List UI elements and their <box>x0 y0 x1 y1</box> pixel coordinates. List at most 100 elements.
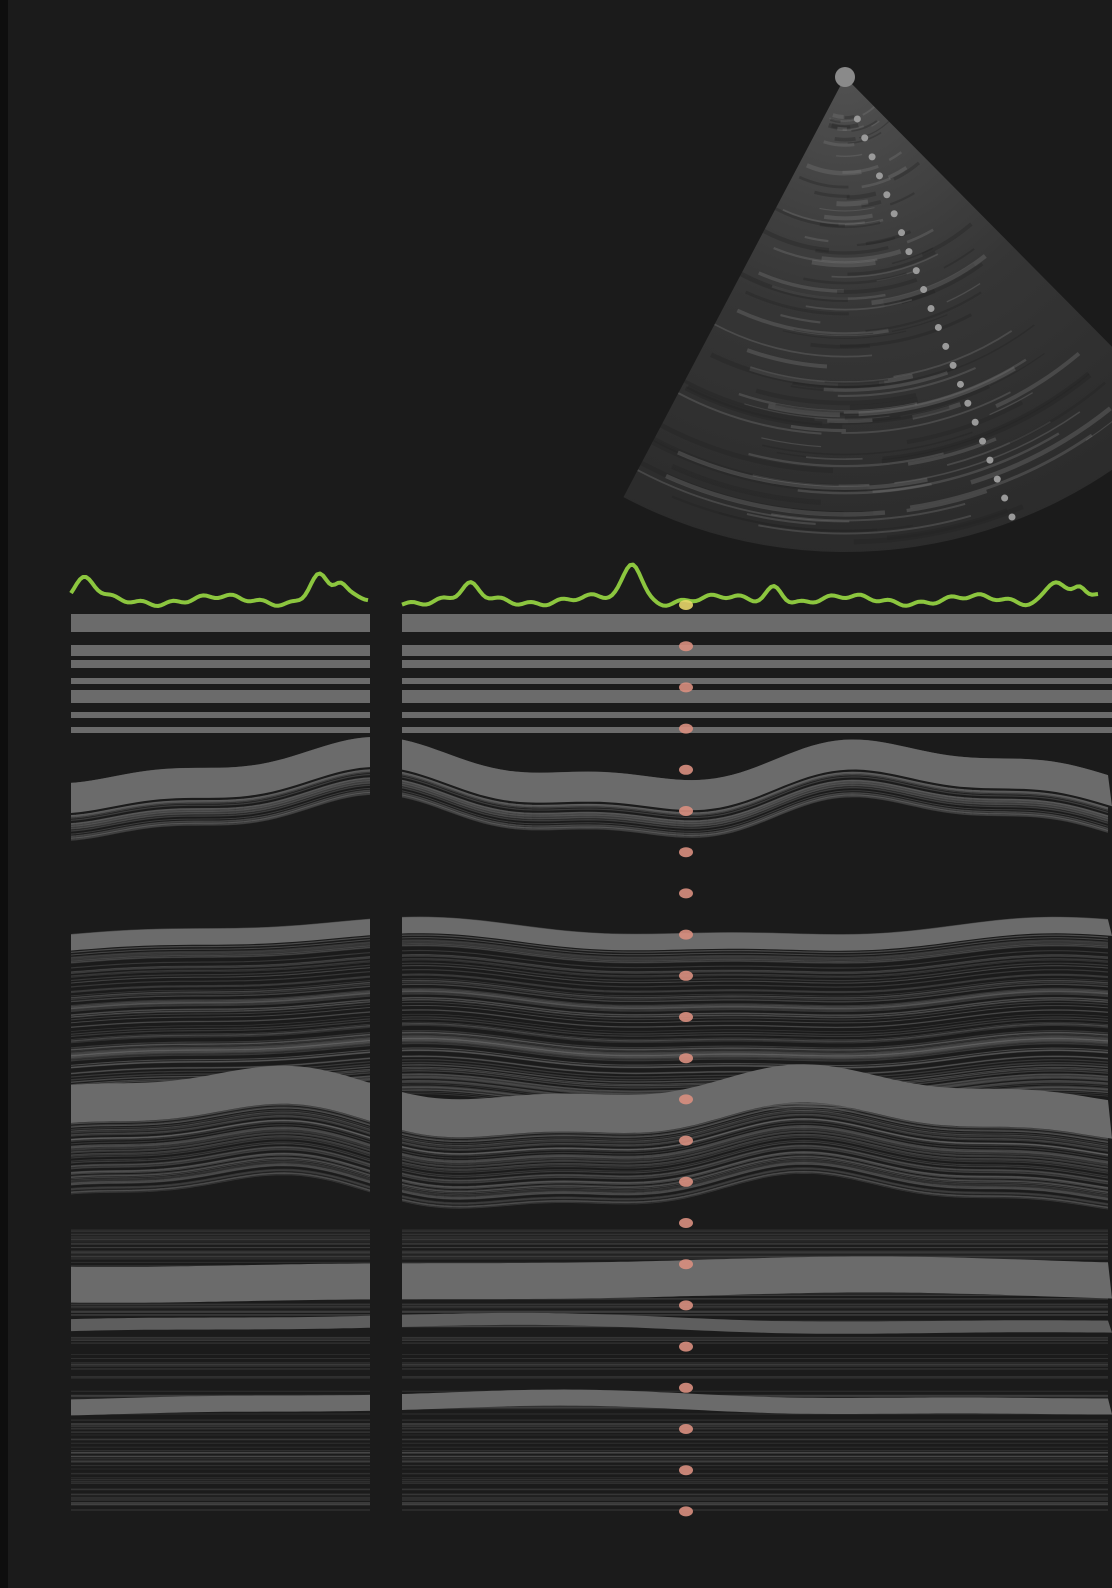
sector-texture <box>814 190 850 198</box>
tissue-line <box>71 1021 1109 1041</box>
tissue-line <box>71 769 1109 817</box>
tissue-line <box>71 954 1109 975</box>
cursor-dot <box>679 1300 693 1311</box>
ecg-line <box>401 562 1099 608</box>
tissue-line <box>71 1152 1109 1190</box>
scan-line-dot <box>883 191 891 199</box>
sector-texture <box>746 348 828 369</box>
sector-texture <box>829 118 841 124</box>
tissue-line <box>71 999 1109 1019</box>
wall-band <box>71 1256 1112 1303</box>
sector-texture <box>782 330 907 339</box>
wall-band <box>71 1312 1112 1334</box>
sector-texture <box>1009 381 1106 445</box>
sector-texture <box>790 507 874 516</box>
tissue-line <box>71 1144 1109 1182</box>
tissue-line <box>71 968 1109 989</box>
m-mode-panels <box>71 614 1112 1511</box>
sector-texture <box>882 371 1090 461</box>
tissue-line <box>71 1034 1109 1055</box>
tissue-line <box>71 780 1109 829</box>
sector-texture <box>846 191 877 200</box>
sector-texture <box>665 474 886 517</box>
tissue-line <box>71 1032 1109 1052</box>
tissue-line <box>71 1111 1109 1149</box>
scan-line-dot <box>942 342 950 350</box>
tissue-line <box>71 1018 1109 1038</box>
tissue-line <box>71 1168 1109 1206</box>
tissue-line <box>71 793 1109 841</box>
scan-line-dot <box>905 248 913 256</box>
ecg-trace <box>69 562 1099 608</box>
tissue-line <box>71 934 1109 954</box>
tissue-line <box>71 1126 1109 1164</box>
sector-texture <box>861 177 891 189</box>
tissue-line <box>71 1047 1109 1067</box>
sector-texture <box>842 164 879 174</box>
tissue-line <box>71 1160 1109 1198</box>
sector-texture <box>823 371 949 392</box>
cursor-dot <box>679 1382 693 1393</box>
sector-texture <box>906 228 934 244</box>
sector-texture <box>805 298 913 311</box>
tissue-line <box>71 1038 1109 1058</box>
tissue-line <box>71 1151 1109 1189</box>
sector-texture <box>837 381 880 388</box>
sector-texture <box>891 314 948 333</box>
sector-texture <box>823 213 873 221</box>
static-stripe <box>71 614 1112 632</box>
tissue-line <box>71 777 1109 826</box>
tissue-line <box>71 1125 1109 1162</box>
sector-texture <box>935 324 1035 377</box>
sector-fill <box>623 77 1112 552</box>
sector-texture <box>709 352 885 388</box>
sector-texture <box>859 121 890 139</box>
scan-line-dot <box>861 134 869 142</box>
static-stripe <box>71 712 1112 718</box>
tissue-line <box>71 1055 1109 1076</box>
sector-texture <box>651 440 868 493</box>
cursor-dot <box>679 1176 693 1187</box>
tissue-line <box>71 1109 1109 1147</box>
sector-texture <box>790 385 834 392</box>
tissue-line <box>71 1039 1109 1060</box>
sector-texture <box>842 125 865 131</box>
tissue-line <box>71 997 1109 1017</box>
scan-line-dot <box>964 399 972 407</box>
tissue-line <box>71 1009 1109 1029</box>
tissue-line <box>71 1156 1109 1194</box>
tissue-line <box>71 1120 1109 1158</box>
static-stripe <box>71 727 1112 733</box>
scan-line-dot <box>898 229 906 237</box>
tissue-line <box>71 777 1109 825</box>
tissue-line <box>71 943 1109 963</box>
tissue-line <box>71 1025 1109 1045</box>
tissue-line <box>71 1152 1109 1189</box>
sector-texture <box>907 437 997 466</box>
tissue-line <box>71 779 1109 827</box>
tissue-line <box>71 1106 1109 1143</box>
tissue-line <box>71 1171 1109 1209</box>
tissue-line <box>71 944 1109 964</box>
sector-texture <box>671 464 821 505</box>
wall-band <box>71 917 1112 952</box>
sector-texture <box>780 313 821 324</box>
sector-texture <box>893 330 1013 378</box>
tissue-line <box>71 1147 1109 1185</box>
tissue-line <box>71 1153 1109 1190</box>
sector-texture <box>758 514 972 535</box>
tissue-line <box>71 1118 1109 1156</box>
tissue-line <box>71 1037 1109 1057</box>
sector-texture <box>811 259 876 268</box>
tissue-line <box>71 1108 1109 1146</box>
tissue-line <box>71 787 1109 836</box>
scan-line-dot <box>1008 513 1016 521</box>
sector-texture <box>805 163 862 176</box>
sector-texture <box>861 199 882 208</box>
tissue-line <box>71 1001 1109 1022</box>
sector-texture <box>837 366 977 397</box>
sector-texture <box>677 450 928 490</box>
sector-texture <box>746 513 816 525</box>
sector-texture <box>798 175 849 189</box>
sector-texture <box>762 228 830 253</box>
